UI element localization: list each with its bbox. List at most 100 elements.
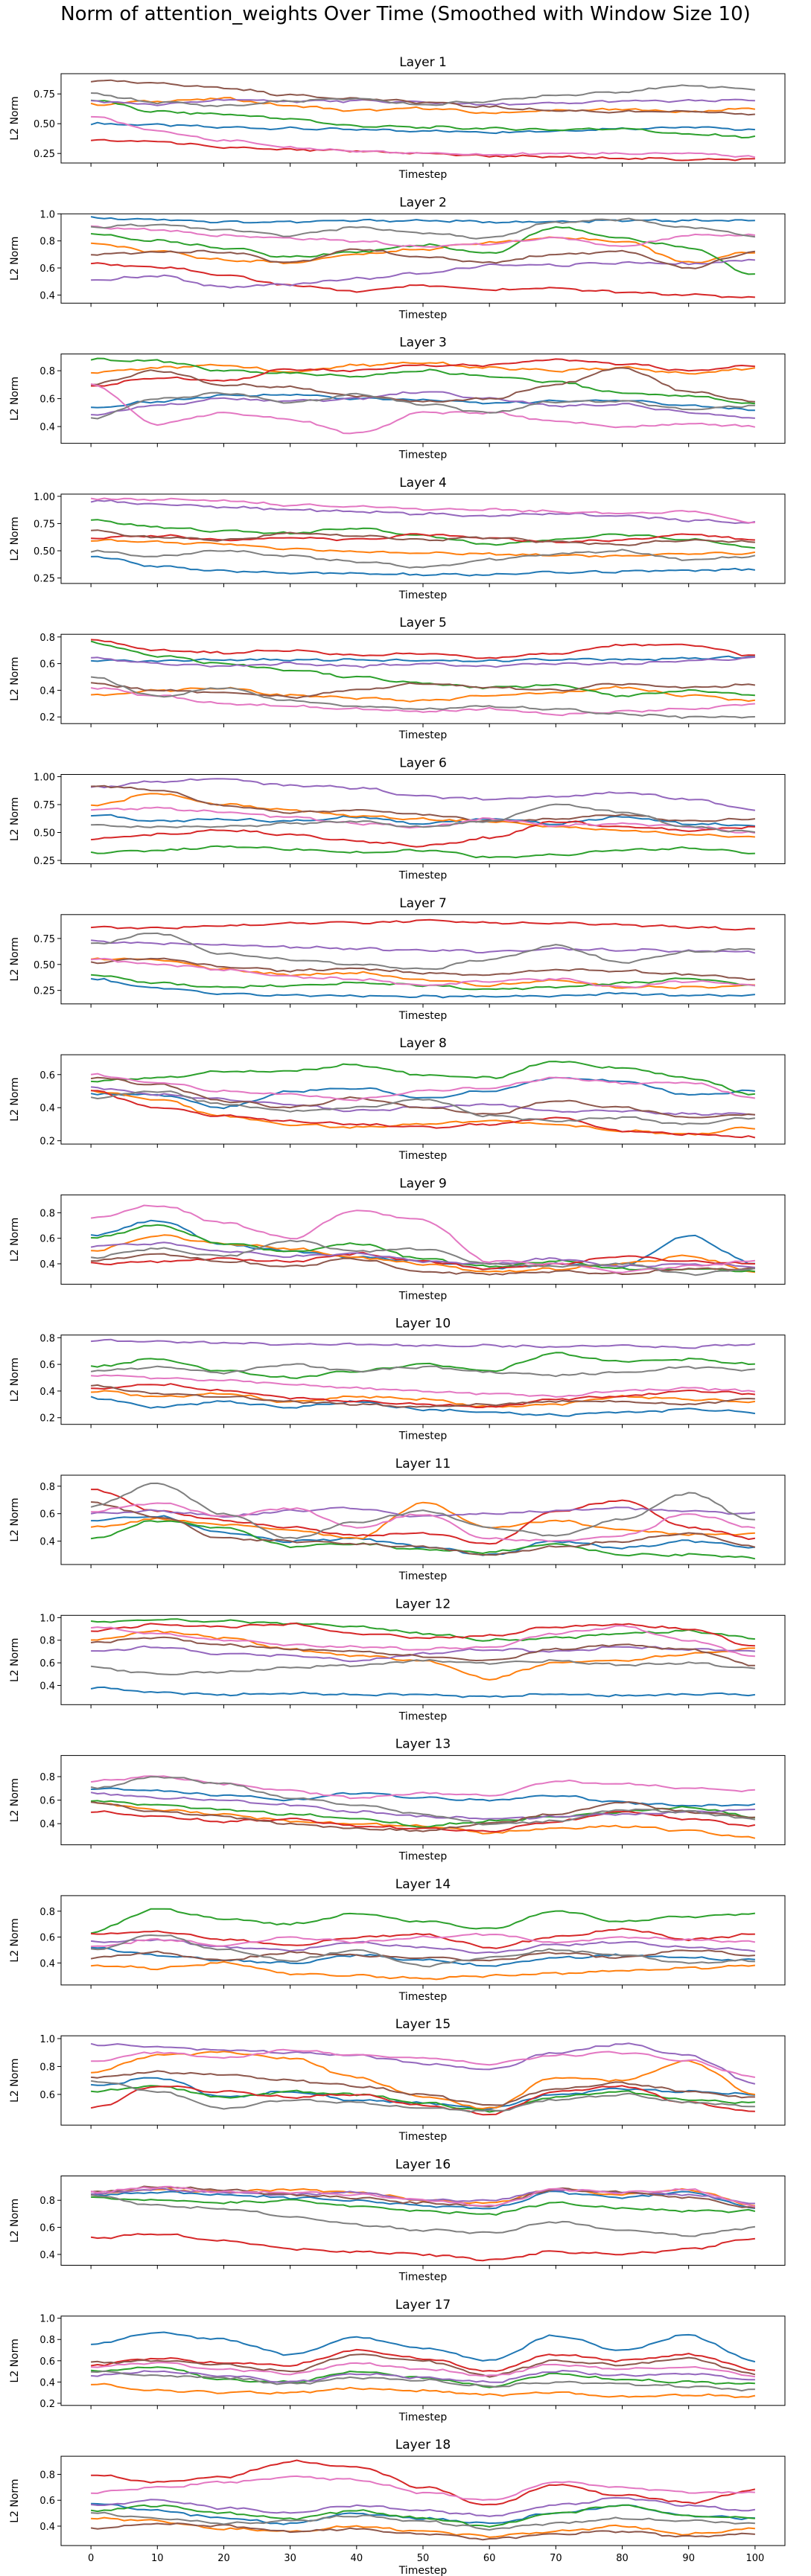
layer-panel: Layer 6 0.25 0.50 0.75 1.00 L2 Norm Timestep bbox=[9, 756, 786, 882]
x-axis-label: Timestep bbox=[398, 2565, 448, 2576]
y-axis-label: L2 Norm bbox=[9, 1218, 21, 1262]
y-tick-label: 0.8 bbox=[39, 1333, 55, 1344]
series-line bbox=[91, 656, 755, 668]
axes-frame bbox=[60, 1054, 786, 1145]
series-line bbox=[91, 1390, 756, 1408]
y-tick-label: 0.4 bbox=[39, 422, 55, 433]
y-tick-label: 0.6 bbox=[39, 1234, 55, 1245]
series-line bbox=[90, 687, 755, 717]
y-tick-label: 0.4 bbox=[39, 290, 55, 301]
series-line bbox=[90, 2522, 755, 2541]
series-line bbox=[90, 97, 756, 115]
series-line bbox=[91, 2362, 756, 2378]
layer-panel: Layer 1 0.25 0.50 0.75 L2 Norm Timestep bbox=[9, 55, 786, 181]
x-axis-label: Timestep bbox=[398, 2131, 448, 2143]
series-line bbox=[91, 784, 756, 823]
series-line bbox=[91, 2048, 756, 2078]
y-axis-label: L2 Norm bbox=[9, 1638, 21, 1682]
series-line bbox=[91, 2190, 756, 2210]
series-line bbox=[91, 2370, 755, 2392]
y-tick-label: 0.8 bbox=[39, 1208, 55, 1219]
series-line bbox=[91, 820, 755, 848]
y-tick-label: 0.75 bbox=[34, 800, 55, 811]
panel-title: Layer 9 bbox=[399, 1176, 447, 1191]
series-line bbox=[91, 1502, 756, 1542]
series-line bbox=[91, 2185, 756, 2209]
x-axis-label: Timestep bbox=[398, 729, 448, 741]
series-line bbox=[90, 226, 755, 275]
series-line bbox=[90, 1352, 755, 1379]
series-line bbox=[90, 2348, 756, 2372]
x-axis-label: Timestep bbox=[398, 1991, 448, 2003]
series-line bbox=[91, 918, 755, 931]
y-tick-label: 1.00 bbox=[34, 773, 55, 784]
panel-title: Layer 12 bbox=[395, 1597, 451, 1611]
axes-frame bbox=[60, 2455, 786, 2546]
series-line bbox=[91, 391, 755, 419]
series-line bbox=[91, 2511, 755, 2531]
series-line bbox=[91, 115, 756, 159]
axes-frame bbox=[60, 2176, 786, 2266]
series-line bbox=[90, 2080, 755, 2113]
series-line bbox=[90, 1090, 756, 1125]
series-line bbox=[90, 1908, 756, 1934]
series-line bbox=[90, 1204, 756, 1273]
y-tick-label: 1.00 bbox=[34, 492, 55, 503]
panel-title: Layer 18 bbox=[395, 2438, 451, 2452]
series-line bbox=[91, 685, 756, 703]
y-tick-label: 0.6 bbox=[39, 1509, 55, 1521]
y-axis-label: L2 Norm bbox=[9, 2059, 21, 2103]
panel-title: Layer 10 bbox=[395, 1317, 451, 1332]
y-tick-label: 0.4 bbox=[39, 1819, 55, 1830]
series-line bbox=[90, 2042, 756, 2085]
y-tick-label: 0.6 bbox=[39, 1070, 55, 1081]
series-line bbox=[90, 1800, 756, 1839]
series-line bbox=[90, 682, 756, 699]
y-axis-label: L2 Norm bbox=[9, 1778, 21, 1822]
series-line bbox=[91, 138, 755, 162]
series-line bbox=[90, 957, 755, 981]
series-line bbox=[91, 258, 755, 289]
x-tick-label: 90 bbox=[682, 2553, 695, 2564]
x-axis-label: Timestep bbox=[398, 1290, 448, 1302]
y-tick-label: 0.2 bbox=[39, 1137, 55, 1148]
series-line bbox=[91, 538, 756, 558]
series-line bbox=[91, 393, 755, 412]
series-line bbox=[91, 1787, 756, 1807]
y-tick-label: 0.8 bbox=[39, 366, 55, 377]
layer-panel: Layer 3 0.4 0.6 0.8 L2 Norm Timestep bbox=[9, 336, 786, 461]
y-tick-label: 0.2 bbox=[39, 2399, 55, 2410]
y-axis-label: L2 Norm bbox=[9, 1358, 21, 1402]
y-axis-label: L2 Norm bbox=[9, 237, 21, 281]
x-axis-label: Timestep bbox=[398, 169, 448, 181]
series-line bbox=[91, 2475, 755, 2501]
series-line bbox=[91, 2516, 755, 2538]
series-line bbox=[91, 1061, 756, 1096]
series-line bbox=[91, 1501, 756, 1556]
series-line bbox=[91, 639, 755, 659]
x-axis-label: Timestep bbox=[398, 1431, 448, 1442]
series-line bbox=[90, 499, 756, 524]
y-tick-label: 0.8 bbox=[39, 1636, 55, 1647]
layer-panel: Layer 5 0.2 0.4 0.6 0.8 L2 Norm Timestep bbox=[9, 616, 786, 741]
y-tick-label: 0.25 bbox=[34, 856, 55, 867]
series-line bbox=[90, 1076, 756, 1110]
axes-frame bbox=[60, 1755, 786, 1846]
series-line bbox=[90, 1934, 755, 1968]
y-tick-label: 0.8 bbox=[39, 2062, 55, 2073]
y-tick-label: 0.6 bbox=[39, 1658, 55, 1669]
y-tick-label: 0.8 bbox=[39, 2335, 55, 2346]
x-axis-label: Timestep bbox=[398, 450, 448, 461]
y-tick-label: 0.25 bbox=[34, 574, 55, 585]
y-axis-label: L2 Norm bbox=[9, 1498, 21, 1541]
series-line bbox=[90, 1384, 755, 1408]
axes-frame bbox=[60, 354, 786, 444]
y-tick-label: 0.75 bbox=[34, 89, 55, 100]
series-line bbox=[90, 79, 755, 116]
y-tick-label: 0.2 bbox=[39, 712, 55, 723]
axes-frame bbox=[60, 1194, 786, 1285]
series-line bbox=[90, 497, 755, 524]
layer-panel: Layer 8 0.2 0.4 0.6 L2 Norm Timestep bbox=[9, 1036, 786, 1162]
layer-panel: Layer 16 0.4 0.6 0.8 L2 Norm Timestep bbox=[9, 2158, 786, 2283]
y-tick-label: 0.8 bbox=[39, 633, 55, 644]
